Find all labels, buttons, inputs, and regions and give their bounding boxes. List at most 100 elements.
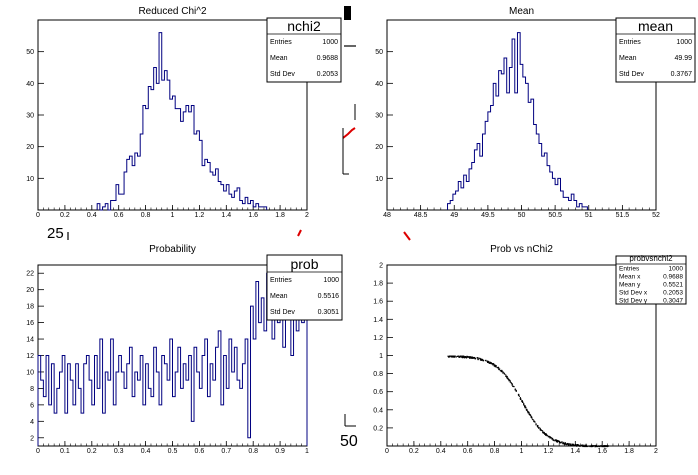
scatter-point [522, 401, 524, 403]
histogram-line [447, 32, 588, 210]
stats-row-value: 49.99 [674, 55, 692, 62]
scatter-point [577, 445, 579, 447]
scatter-point [507, 378, 509, 380]
scatter-point [511, 384, 513, 386]
scatter-point [471, 357, 473, 359]
scatter-point [524, 406, 526, 408]
scatter-point [589, 445, 591, 447]
histogram-bin [54, 413, 57, 446]
scatter-point [595, 444, 597, 446]
x-tick-label: 0.2 [60, 212, 70, 219]
scatter-point [527, 411, 529, 413]
scatter-point [453, 356, 455, 358]
scatter-point [563, 443, 565, 445]
panel-1: Reduced Chi^2 0 0.2 0.4 0.6 0.8 1 1.2 1.4 1.6 1.8 2… [26, 6, 342, 219]
scatter-point [571, 444, 573, 446]
histogram-bin [65, 413, 68, 446]
scatter-point [509, 381, 511, 383]
scatter-point [543, 431, 545, 433]
stats-row-label: Mean y [619, 282, 641, 289]
x-tick-label: 2 [654, 448, 658, 455]
scatter-point [556, 440, 559, 442]
scatter-point [535, 423, 537, 425]
histogram-bin [143, 405, 146, 446]
histogram-bin [178, 109, 181, 210]
scatter-point [604, 445, 606, 447]
scatter-point [524, 405, 526, 407]
histogram-bin [156, 83, 159, 210]
scatter-point [558, 440, 560, 442]
scatter-point [527, 410, 529, 412]
histogram-bin [138, 380, 141, 446]
y-tick-label: 1.6 [373, 299, 383, 306]
scatter-point [529, 414, 531, 416]
scatter-point [552, 439, 554, 441]
y-tick-label: 20 [26, 144, 34, 151]
histogram-bin [520, 64, 523, 210]
scatter-point [487, 361, 489, 363]
scatter-point [502, 372, 504, 374]
x-tick-label: 0 [36, 448, 40, 455]
scatter-point [529, 413, 531, 415]
scatter-point [607, 445, 609, 447]
scatter-point [525, 407, 527, 409]
scatter-point [555, 441, 557, 443]
histogram-bin [248, 204, 251, 210]
scatter-point [490, 362, 492, 364]
y-tick-label: 1.8 [373, 281, 383, 288]
x-tick-label: 1.6 [597, 448, 607, 455]
stats-box: prob Entries 1000 Mean 0.5516 Std Dev 0.3051 [266, 254, 343, 321]
scatter-point [568, 444, 570, 446]
scatter-point [505, 374, 507, 376]
scatter-point [551, 438, 553, 440]
histogram-bin [480, 156, 483, 210]
scatter-point [543, 432, 545, 434]
scatter-point [497, 366, 499, 368]
scatter-point [449, 355, 451, 357]
y-tick-label: 22 [26, 271, 34, 278]
scatter-point [565, 443, 567, 445]
scatter-point [544, 433, 546, 435]
scatter-point [567, 443, 569, 445]
scatter-point [594, 445, 596, 447]
x-tick-label: 52 [652, 212, 660, 219]
scatter-point [533, 420, 535, 422]
scatter-point [549, 436, 551, 438]
scatter-point [462, 355, 464, 357]
histogram-bin [159, 405, 162, 446]
scatter-point [582, 445, 584, 447]
scatter-point [587, 445, 589, 447]
scatter-point [598, 445, 600, 447]
panel-4: Prob vs nChi2 0 0.2 0.4 0.6 0.8 1 1.2 1.4 1.6 1.8 2… [373, 244, 687, 455]
scatter-point [464, 356, 466, 358]
scatter-point [545, 434, 547, 436]
scatter-point [546, 434, 548, 437]
stats-box-title: mean [638, 18, 673, 34]
y-tick-label: 0.2 [373, 425, 383, 432]
histogram-bin [466, 182, 469, 211]
x-tick-label: 0 [36, 212, 40, 219]
stats-row-label: Entries [619, 266, 640, 273]
scatter-point [455, 356, 457, 358]
histogram-bin [43, 397, 46, 446]
histogram-bin [108, 380, 111, 446]
histogram-bin [296, 331, 299, 446]
scatter-point [561, 441, 563, 443]
x-tick-label: 0.2 [87, 448, 97, 455]
stats-row-label: Entries [270, 39, 292, 46]
x-tick-label: 2 [305, 212, 309, 219]
histogram-bin [528, 102, 531, 210]
x-tick-label: 1.4 [570, 448, 580, 455]
y-tick-label: 12 [26, 353, 34, 360]
scatter-point [511, 383, 513, 385]
scatter-point [555, 440, 557, 442]
scatter-point [462, 356, 464, 359]
scatter-point [586, 445, 588, 447]
scatter-point [563, 442, 565, 444]
histogram-bin [132, 166, 135, 210]
histogram-line [96, 32, 268, 211]
scatter-point [459, 356, 461, 358]
scatter-point [573, 444, 575, 446]
x-tick-label: 0.6 [463, 448, 473, 455]
scatter-point [497, 367, 499, 369]
